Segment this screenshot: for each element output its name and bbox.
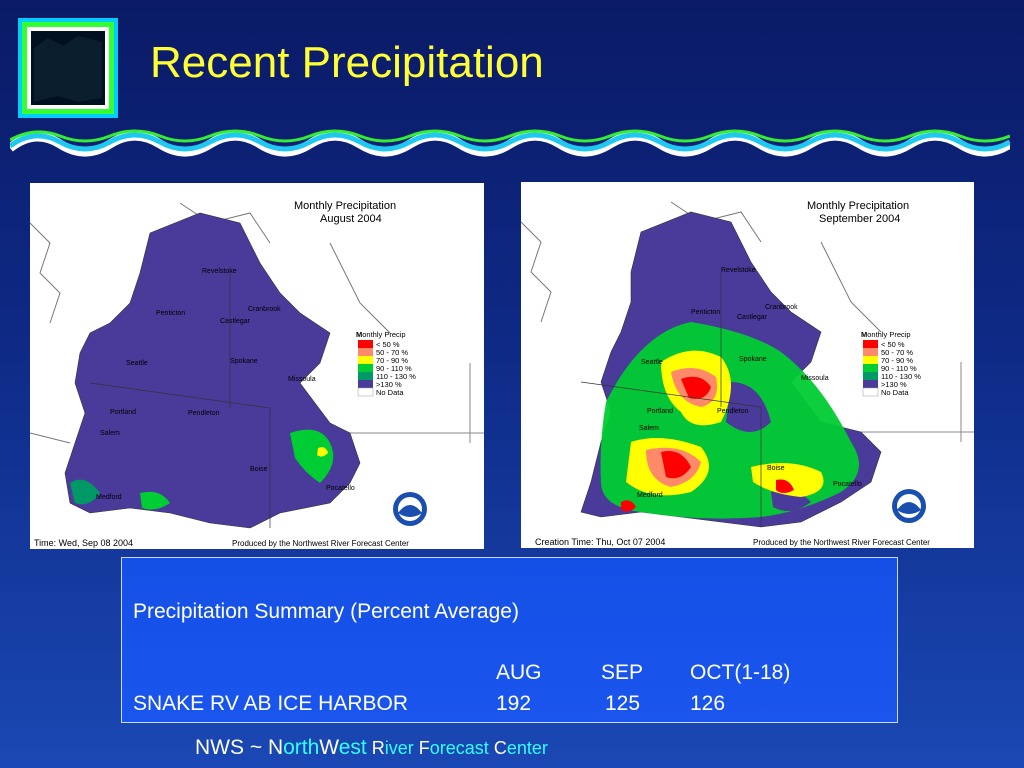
city-label: Pocatello	[833, 481, 862, 488]
summary-title: Precipitation Summary (Percent Average)	[133, 600, 519, 623]
city-label: Missoula	[801, 375, 829, 382]
city-label: Salem	[100, 430, 120, 437]
column-header-sep: SEP	[601, 661, 644, 684]
map-title: Monthly Precipitation	[807, 200, 909, 212]
column-header-aug: AUG	[496, 661, 542, 684]
footer-part: orecast	[429, 738, 489, 758]
map-month: August 2004	[320, 213, 382, 225]
city-label: Pendleton	[188, 410, 220, 417]
city-label: Revelstoke	[202, 268, 237, 275]
legend-item: 90 - 110 %	[881, 364, 917, 373]
city-label: Spokane	[739, 356, 767, 363]
precipitation-summary: Precipitation Summary (Percent Average) …	[121, 557, 898, 723]
city-label: Pocatello	[326, 485, 355, 492]
footer-prefix: NWS ~	[195, 736, 268, 759]
legend: Monthly Precip < 50 % 50 - 70 % 70 - 90 …	[861, 330, 921, 397]
page-title: Recent Precipitation	[150, 38, 544, 87]
footer-part: orth	[283, 736, 320, 759]
creation-time: Creation Time: Thu, Oct 07 2004	[535, 537, 665, 547]
legend-title-initial: M	[356, 330, 362, 339]
legend-title: onthly Precip	[867, 330, 910, 339]
value-sep: 125	[605, 692, 641, 715]
city-label: Castlegar	[220, 318, 251, 325]
city-label: Boise	[767, 465, 785, 472]
row-name: SNAKE RV AB ICE HARBOR	[133, 692, 409, 715]
legend-item: 110 - 130 %	[376, 372, 416, 381]
footer-part: C	[488, 738, 507, 758]
legend-item: >130 %	[376, 380, 402, 389]
legend-item: 90 - 110 %	[376, 364, 412, 373]
city-label: Portland	[110, 409, 136, 416]
city-label: Revelstoke	[721, 267, 756, 274]
city-label: Cranbrook	[765, 304, 798, 311]
map-month: September 2004	[819, 213, 900, 225]
city-label: Seattle	[641, 359, 663, 366]
footer-part: iver	[384, 738, 414, 758]
column-header-oct: OCT(1-18)	[690, 661, 791, 684]
wave-divider-icon	[10, 129, 1010, 157]
legend-title-initial: M	[861, 330, 867, 339]
city-label: Penticton	[156, 310, 185, 317]
value-aug: 192	[496, 692, 532, 715]
legend-item: 50 - 70 %	[881, 348, 913, 357]
legend-item: < 50 %	[376, 340, 400, 349]
legend: Monthly Precip < 50 % 50 - 70 % 70 - 90 …	[356, 330, 416, 397]
legend-item: 70 - 90 %	[881, 356, 913, 365]
footer-part: R	[366, 738, 385, 758]
map-september: Revelstoke Penticton Castlegar Cranbrook…	[521, 182, 974, 548]
legend-item: No Data	[881, 388, 909, 397]
city-label: Boise	[250, 466, 268, 473]
legend-item: 70 - 90 %	[376, 356, 408, 365]
footer-part: enter	[506, 738, 548, 758]
city-label: Spokane	[230, 358, 258, 365]
footer-part: W	[319, 736, 339, 759]
city-label: Pendleton	[717, 408, 749, 415]
city-label: Salem	[639, 425, 659, 432]
footer-part: F	[413, 738, 430, 758]
city-label: Medford	[637, 492, 663, 499]
city-label: Medford	[96, 494, 122, 501]
map-title: Monthly Precipitation	[294, 200, 396, 212]
produced-by: Produced by the Northwest River Forecast…	[753, 538, 930, 547]
footer-credit: NWS ~ NorthWest River Forecast Center	[195, 736, 548, 760]
logo-icon	[18, 18, 118, 118]
city-label: Seattle	[126, 360, 148, 367]
svg-text:Monthly Precip: Monthly Precip	[356, 330, 406, 339]
legend-item: No Data	[376, 388, 404, 397]
creation-time: Time: Wed, Sep 08 2004	[34, 538, 133, 548]
city-label: Penticton	[691, 309, 720, 316]
legend-item: 50 - 70 %	[376, 348, 408, 357]
city-label: Cranbrook	[248, 306, 281, 313]
noaa-logo-icon	[393, 492, 427, 526]
basin-area	[64, 212, 361, 529]
svg-text:Monthly Precip: Monthly Precip	[861, 330, 911, 339]
value-oct: 126	[690, 692, 726, 715]
city-label: Portland	[647, 408, 673, 415]
legend-item: 110 - 130 %	[881, 372, 921, 381]
legend-title: onthly Precip	[362, 330, 405, 339]
footer-part: N	[267, 736, 284, 759]
noaa-logo-icon	[892, 489, 926, 523]
legend-item: < 50 %	[881, 340, 905, 349]
produced-by: Produced by the Northwest River Forecast…	[232, 539, 409, 548]
legend-item: >130 %	[881, 380, 907, 389]
city-label: Castlegar	[737, 314, 768, 321]
map-august: Revelstoke Penticton Castlegar Cranbrook…	[30, 183, 484, 549]
footer-part: est	[338, 736, 367, 759]
city-label: Missoula	[288, 376, 316, 383]
